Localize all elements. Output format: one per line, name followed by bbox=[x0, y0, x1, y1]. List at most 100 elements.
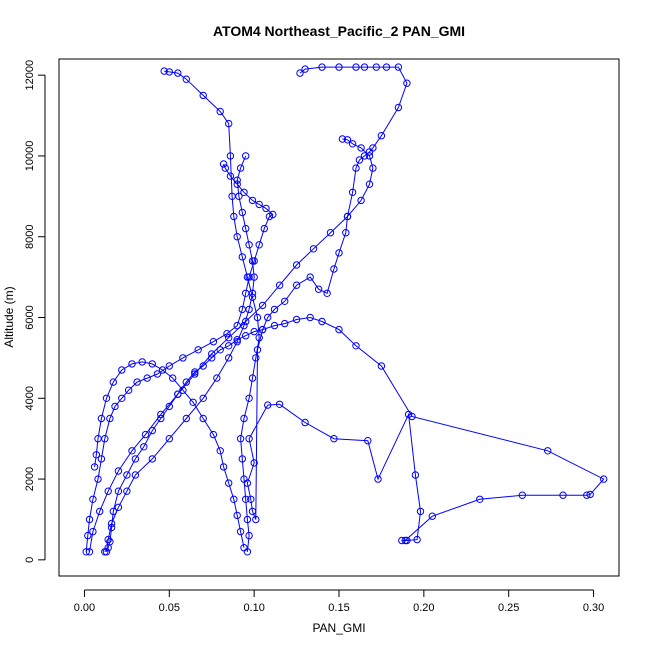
data-point bbox=[131, 471, 140, 479]
data-point bbox=[174, 69, 182, 77]
data-point bbox=[94, 475, 102, 483]
data-point bbox=[233, 233, 241, 241]
data-point bbox=[238, 455, 247, 463]
x-axis-label: PAN_GMI bbox=[312, 621, 365, 635]
y-tick-label: 10000 bbox=[24, 141, 36, 172]
data-point bbox=[191, 370, 199, 378]
data-point bbox=[90, 463, 99, 471]
data-point bbox=[335, 63, 343, 71]
data-point bbox=[258, 301, 267, 310]
data-point bbox=[236, 527, 245, 536]
data-point bbox=[233, 338, 241, 346]
data-point bbox=[240, 414, 248, 423]
data-point bbox=[89, 495, 97, 503]
data-point bbox=[118, 394, 126, 402]
data-point bbox=[165, 402, 174, 411]
series-2 bbox=[101, 313, 608, 556]
data-point bbox=[179, 354, 187, 362]
data-point bbox=[230, 212, 238, 221]
data-point bbox=[216, 346, 224, 354]
data-point bbox=[416, 507, 425, 516]
series-1 bbox=[243, 63, 425, 545]
series-3 bbox=[82, 160, 277, 556]
x-tick-label: 0.00 bbox=[74, 602, 95, 614]
data-point bbox=[226, 172, 235, 180]
data-point bbox=[281, 297, 289, 305]
data-point bbox=[600, 475, 608, 483]
data-point bbox=[128, 447, 136, 455]
data-point bbox=[225, 334, 233, 342]
data-point bbox=[411, 471, 420, 479]
data-point bbox=[216, 107, 224, 116]
data-point bbox=[360, 152, 369, 160]
data-point bbox=[165, 68, 174, 76]
data-point bbox=[213, 374, 221, 382]
data-point bbox=[165, 362, 174, 370]
data-point bbox=[240, 544, 248, 552]
data-point bbox=[248, 507, 257, 516]
data-point bbox=[148, 455, 157, 463]
data-point bbox=[314, 285, 323, 293]
data-point bbox=[355, 156, 364, 164]
data-point bbox=[377, 132, 386, 140]
data-point bbox=[223, 330, 231, 338]
data-point bbox=[243, 515, 252, 524]
data-point bbox=[199, 362, 207, 370]
series-line bbox=[104, 316, 605, 553]
data-point bbox=[104, 487, 112, 495]
data-point bbox=[252, 515, 260, 524]
data-point bbox=[394, 103, 403, 112]
data-point bbox=[364, 437, 372, 445]
data-point bbox=[255, 334, 263, 342]
data-point bbox=[182, 414, 191, 423]
data-point bbox=[107, 519, 116, 528]
data-point bbox=[250, 273, 258, 281]
data-point bbox=[236, 164, 245, 172]
data-point bbox=[114, 467, 123, 475]
series-7 bbox=[85, 135, 377, 556]
data-point bbox=[230, 495, 238, 503]
data-point bbox=[275, 281, 284, 289]
data-point bbox=[191, 368, 199, 376]
data-point bbox=[102, 394, 111, 402]
data-point bbox=[583, 491, 591, 499]
data-point bbox=[209, 338, 218, 346]
data-point bbox=[221, 164, 230, 172]
data-point bbox=[233, 336, 241, 344]
data-point bbox=[106, 538, 114, 546]
data-point bbox=[111, 402, 119, 411]
data-point bbox=[369, 144, 377, 152]
data-point bbox=[153, 370, 162, 378]
series-line bbox=[89, 138, 374, 552]
data-point bbox=[330, 265, 338, 273]
data-point bbox=[242, 332, 250, 340]
data-point bbox=[82, 548, 90, 556]
y-axis-label: Altitude (m) bbox=[2, 286, 16, 347]
data-point bbox=[335, 249, 343, 257]
data-point bbox=[169, 374, 177, 382]
data-point bbox=[394, 63, 403, 71]
x-tick-label: 0.30 bbox=[583, 602, 604, 614]
data-point bbox=[342, 229, 350, 237]
data-point bbox=[242, 317, 250, 326]
data-point bbox=[260, 224, 268, 233]
data-point bbox=[248, 196, 257, 205]
data-point bbox=[250, 327, 258, 336]
data-point bbox=[544, 447, 552, 455]
data-point bbox=[225, 479, 233, 487]
data-point bbox=[301, 65, 309, 73]
data-point bbox=[292, 315, 301, 324]
data-point bbox=[238, 208, 247, 217]
data-point bbox=[352, 342, 360, 350]
data-point bbox=[133, 378, 141, 386]
data-point bbox=[138, 358, 146, 366]
x-tick-label: 0.05 bbox=[159, 602, 180, 614]
data-point bbox=[165, 435, 174, 443]
data-point bbox=[253, 313, 262, 322]
data-point bbox=[357, 144, 365, 152]
data-point bbox=[374, 475, 382, 483]
data-point bbox=[225, 119, 233, 128]
data-point bbox=[140, 443, 148, 451]
data-point bbox=[365, 152, 374, 160]
data-point bbox=[403, 79, 411, 87]
